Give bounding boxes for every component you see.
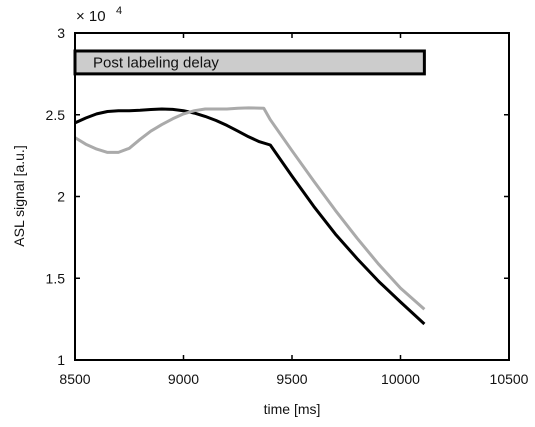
y-tick-label: 3 bbox=[57, 25, 65, 41]
x-tick-label: 9500 bbox=[276, 371, 307, 387]
y-axis-label: ASL signal [a.u.] bbox=[11, 145, 27, 246]
y-tick-label: 1.5 bbox=[46, 270, 66, 286]
y-exponent-base: × 10 bbox=[76, 8, 106, 25]
annotation-layer: Post labeling delay bbox=[73, 49, 426, 76]
series-line-2 bbox=[74, 106, 426, 311]
series-layer bbox=[74, 106, 426, 326]
y-tick-label: 1 bbox=[57, 352, 65, 368]
x-tick-label: 10000 bbox=[381, 371, 420, 387]
x-axis-label: time [ms] bbox=[264, 401, 321, 417]
series-line-1 bbox=[74, 107, 426, 326]
y-tick-label: 2.5 bbox=[46, 107, 66, 123]
y-tick-label: 2 bbox=[57, 189, 65, 205]
tick-layer: 8500 9000 9500 10000 10500 1 1.5 2 2.5 3 bbox=[46, 25, 529, 387]
post-labeling-delay-label: Post labeling delay bbox=[93, 54, 219, 71]
x-tick-label: 8500 bbox=[59, 371, 90, 387]
x-tick-label: 10500 bbox=[490, 371, 529, 387]
x-tick-label: 9000 bbox=[168, 371, 199, 387]
plot-background bbox=[75, 33, 509, 360]
y-exponent-power: 4 bbox=[116, 5, 122, 17]
